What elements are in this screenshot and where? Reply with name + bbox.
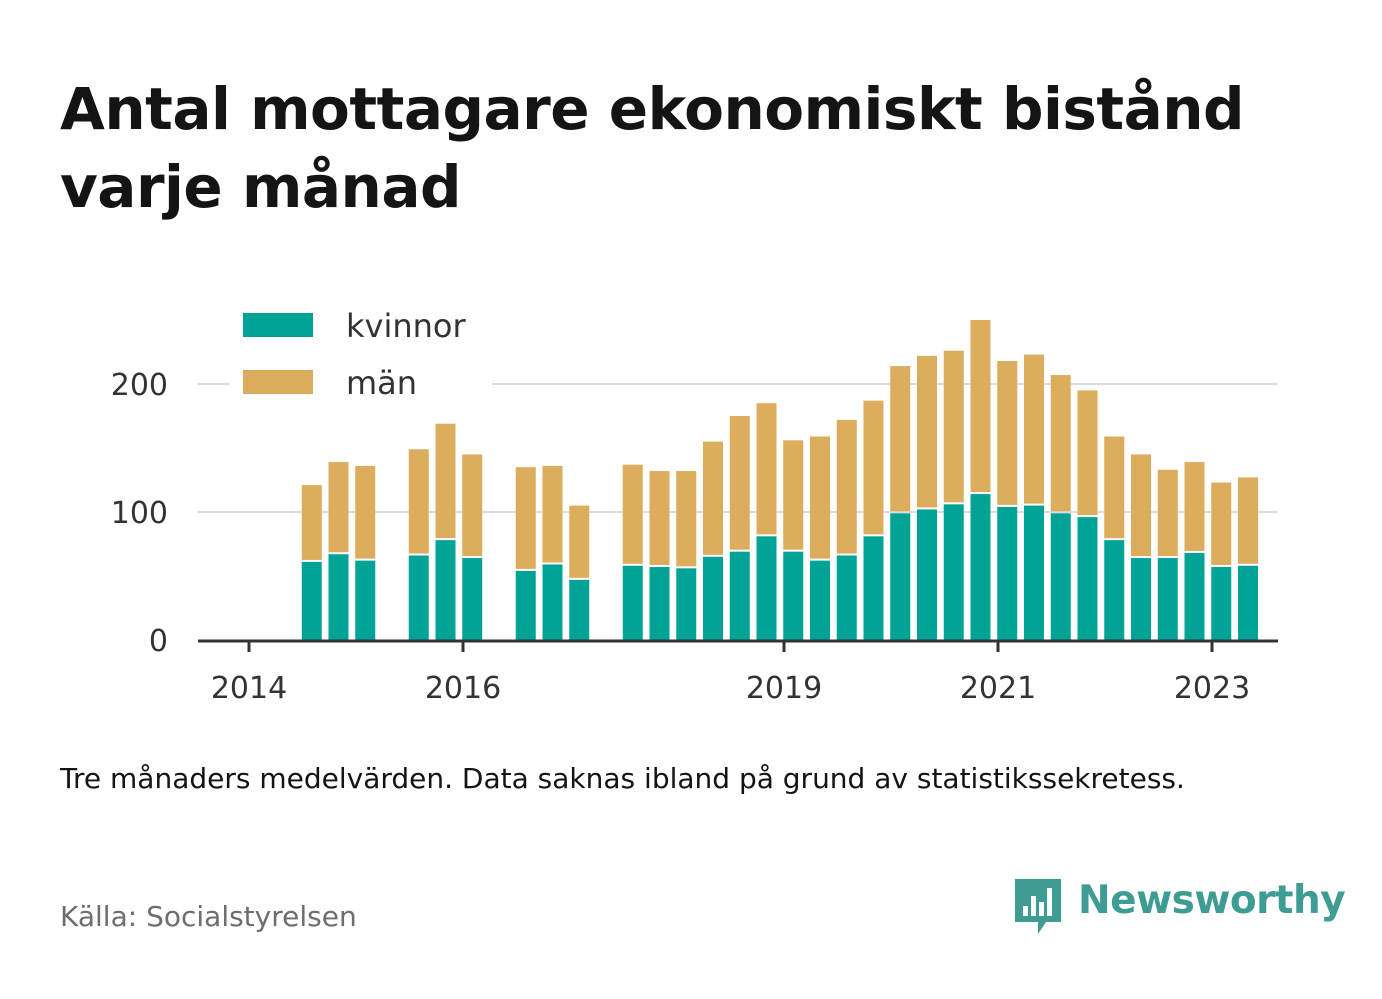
bar-kvinnor-2016-Q2 [515, 570, 536, 640]
bar-man-2021-Q2 [1050, 375, 1071, 512]
bar-man-2014-Q2 [301, 485, 322, 560]
legend: kvinnor män [230, 300, 492, 410]
x-tick-label: 2014 [211, 671, 287, 706]
bar-kvinnor-2014-Q3 [328, 554, 349, 640]
bar-man-2020-Q1 [917, 355, 937, 508]
bar-man-2020-Q2 [943, 350, 964, 503]
bar-kvinnor-2022-Q3 [1184, 552, 1205, 640]
bar-kvinnor-2021-Q3 [1077, 517, 1098, 640]
bar-kvinnor-2015-Q4 [462, 558, 483, 640]
bar-kvinnor-2018-Q3 [756, 536, 777, 640]
x-tick-label: 2021 [960, 671, 1036, 706]
source-label: Källa: Socialstyrelsen [60, 900, 357, 933]
brand-name: Newsworthy [1078, 878, 1346, 923]
bar-man-2017-Q3 [649, 471, 670, 566]
chart-note: Tre månaders medelvärden. Data saknas ib… [60, 762, 1185, 795]
bar-kvinnor-2015-Q3 [435, 540, 456, 640]
x-tick-label: 2019 [746, 671, 822, 706]
bar-man-2018-Q2 [729, 416, 750, 550]
bar-man-2019-Q2 [836, 419, 857, 554]
bar-kvinnor-2021-Q1 [1024, 505, 1044, 640]
bar-man-2021-Q1 [1024, 354, 1044, 504]
bar-man-2016-Q2 [515, 467, 536, 569]
bar-man-2015-Q2 [408, 449, 429, 554]
bar-kvinnor-2020-Q3 [970, 494, 991, 640]
axes: 0 100 200 2014 2016 2019 2021 2023 [111, 368, 1278, 706]
bar-man-2023-Q1 [1238, 477, 1258, 564]
bar-kvinnor-2019-Q2 [836, 555, 857, 640]
bar-man-2017-Q4 [676, 471, 697, 567]
bar-man-2021-Q3 [1077, 390, 1098, 516]
bar-kvinnor-2018-Q2 [729, 551, 750, 640]
bar-kvinnor-2022-Q4 [1211, 567, 1232, 640]
bar-man-2015-Q4 [462, 454, 483, 557]
y-tick-label: 0 [149, 624, 168, 659]
brand-logo: Newsworthy [1012, 876, 1346, 940]
bar-kvinnor-2018-Q4 [783, 551, 804, 640]
chart-title: Antal mottagare ekonomiskt bistånd varje… [60, 75, 1245, 221]
x-tick-label: 2023 [1174, 671, 1250, 706]
bar-man-2014-Q3 [328, 462, 349, 553]
bar-man-2020-Q4 [997, 360, 1018, 505]
legend-label: kvinnor [346, 307, 467, 345]
bar-kvinnor-2017-Q3 [649, 567, 670, 640]
bar-man-2015-Q3 [435, 423, 456, 539]
bar-chart-speech-bubble-icon [1015, 879, 1061, 934]
bar-man-2018-Q3 [756, 403, 777, 535]
x-tick-label: 2016 [425, 671, 501, 706]
bar-kvinnor-2016-Q4 [569, 579, 590, 640]
bar-man-2019-Q1 [810, 436, 830, 559]
bar-kvinnor-2019-Q1 [810, 560, 830, 640]
bar-man-2019-Q4 [890, 366, 911, 512]
bar-man-2020-Q3 [970, 320, 991, 493]
bar-kvinnor-2014-Q2 [301, 561, 322, 640]
bar-kvinnor-2021-Q4 [1104, 540, 1125, 640]
bar-man-2022-Q2 [1157, 469, 1178, 557]
bar-kvinnor-2018-Q1 [703, 556, 723, 640]
bar-kvinnor-2015-Q2 [408, 555, 429, 640]
bar-kvinnor-2021-Q2 [1050, 513, 1071, 640]
bar-kvinnor-2022-Q1 [1131, 558, 1151, 640]
bar-kvinnor-2020-Q4 [997, 506, 1018, 640]
bar-kvinnor-2022-Q2 [1157, 558, 1178, 640]
bar-kvinnor-2017-Q4 [676, 568, 697, 640]
legend-swatch-kvinnor [243, 313, 313, 337]
bar-man-2014-Q4 [355, 465, 376, 559]
bar-kvinnor-2020-Q1 [917, 509, 937, 640]
bar-kvinnor-2019-Q4 [890, 513, 911, 640]
y-tick-label: 100 [111, 496, 168, 531]
bar-kvinnor-2016-Q3 [542, 564, 563, 640]
bars [301, 320, 1258, 640]
stacked-bar-chart: 0 100 200 2014 2016 2019 2021 2023 kvinnor män [110, 300, 1278, 706]
bar-man-2018-Q1 [703, 441, 723, 555]
legend-label: män [346, 364, 417, 402]
bar-man-2022-Q4 [1211, 482, 1232, 566]
bar-kvinnor-2023-Q1 [1238, 565, 1258, 640]
y-tick-label: 200 [111, 368, 168, 403]
bar-kvinnor-2020-Q2 [943, 504, 964, 640]
bar-man-2019-Q3 [863, 400, 884, 535]
bar-man-2018-Q4 [783, 440, 804, 550]
bar-kvinnor-2017-Q2 [622, 565, 643, 640]
bar-kvinnor-2014-Q4 [355, 560, 376, 640]
bar-man-2022-Q3 [1184, 462, 1205, 551]
bar-man-2016-Q3 [542, 465, 563, 563]
bar-kvinnor-2019-Q3 [863, 536, 884, 640]
bar-man-2016-Q4 [569, 505, 590, 578]
bar-man-2017-Q2 [622, 464, 643, 564]
legend-swatch-män [243, 370, 313, 394]
bar-man-2022-Q1 [1131, 454, 1151, 557]
bar-man-2021-Q4 [1104, 436, 1125, 539]
